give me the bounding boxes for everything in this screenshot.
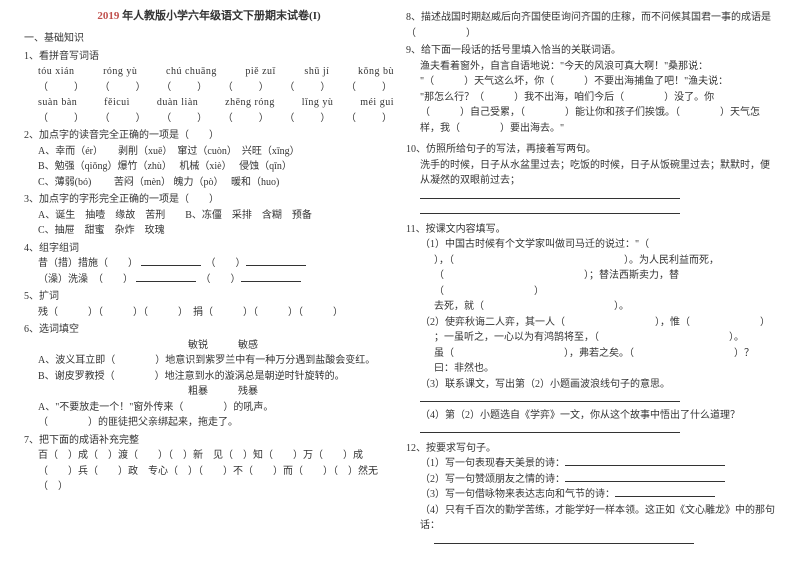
q10-l1: 洗手的时候，日子从水盆里过去；吃饭的时候，日子从饭碗里过去；默默时，便从凝然的双… xyxy=(406,158,776,189)
q10-blank2 xyxy=(406,204,776,220)
q12-c: （3）写一句借咏物来表达志向和气节的诗： xyxy=(406,487,776,503)
q6-d: （ ）的匪徒把父亲绑起来，拖走了。 xyxy=(24,415,394,431)
q11-stem: 11、按课文内容填写。 xyxy=(406,222,776,238)
right-column: 8、描述战国时期赵威后向齐国使臣询问齐国的庄稼，而不问候其国君一事的成语是（ ）… xyxy=(400,8,782,558)
q5-line1: 残（ ）（ ）（ ） 捐（ ）（ ）（ ） xyxy=(24,305,394,321)
q11-2d: 曰：非然也。 xyxy=(406,361,776,377)
q5-stem: 5、扩词 xyxy=(24,289,394,305)
q1-blank-row1: （ ）（ ）（ ）（ ）（ ）（ ） xyxy=(24,80,394,96)
q9-p4: （ ）自己受累，（ ）能让你和孩子们挨饿。（ ）天气怎样，我（ ）要出海去。" xyxy=(406,105,776,136)
q11-2c: 虽（ ），弗若之矣。（ ）？ xyxy=(406,346,776,362)
q3-line2: C、抽屉 甜蜜 杂炸 玫瑰 xyxy=(24,223,394,239)
q9-p3: "那怎么行？（ ）我不出海，咱们今后（ ）没了。你 xyxy=(406,90,776,106)
q1-pinyin-row2: suàn bàn fěicuì duàn liàn zhēng róng lǐn… xyxy=(24,95,394,111)
q1-pinyin-row1: tóu xián róng yù chú chuāng piě zuǐ shū … xyxy=(24,64,394,80)
q11-4-blank xyxy=(406,423,776,439)
left-column: 2019 年人教版小学六年级语文下册期末试卷(I) 一、基础知识 1、看拼音写词… xyxy=(18,8,400,558)
q6-b: B、谢皮罗教授（ ）地注意到水的漩涡总是朝逆时针旋转的。 xyxy=(24,369,394,385)
doc-title: 2019 年人教版小学六年级语文下册期末试卷(I) xyxy=(24,8,394,25)
q9-p2: "（ ）天气这么坏，你（ ）不要出海捕鱼了吧！"渔夫说： xyxy=(406,74,776,90)
q2-stem: 2、加点字的读音完全正确的一项是（ ） xyxy=(24,128,394,144)
q10-stem: 10、仿照所给句子的写法，再接着写两句。 xyxy=(406,142,776,158)
q6-a: A、波义耳立即（ ）地意识到紫罗兰中有一种万分遇到盐酸会变红。 xyxy=(24,353,394,369)
q1-blank-row2: （ ）（ ）（ ）（ ）（ ）（ ） xyxy=(24,111,394,127)
q11-3: （3）联系课文，写出第（2）小题画波浪线句子的意思。 xyxy=(406,377,776,393)
q9-p1: 渔夫看着窗外，自言自语地说："今天的风浪可真大啊！"桑那说： xyxy=(406,59,776,75)
q11-1a: （1）中国古时候有个文学家叫做司马迁的说过："（ xyxy=(406,237,776,253)
q8-stem: 8、描述战国时期赵威后向齐国使臣询问齐国的庄稼，而不问候其国君一事的成语是（ ） xyxy=(406,10,776,41)
q7-stem: 7、把下面的成语补充完整 xyxy=(24,433,394,449)
q11-2a: （2）使弈秋诲二人弈，其一人（ ），惟（ ） xyxy=(406,315,776,331)
q2-opt-b: B、勉强（qiǒng）爆竹（zhù） 机械（xiè） 侵蚀（qīn） xyxy=(24,159,394,175)
q12-stem: 12、按要求写句子。 xyxy=(406,441,776,457)
q11-2b: ；一虽听之，一心以为有鸿鹄将至，（ ）。 xyxy=(406,330,776,346)
blank-line xyxy=(141,256,201,266)
q6-pair2: 粗暴 残暴 xyxy=(24,384,394,400)
q6-c: A、"不要放走一个！"窗外传来（ ）的吼声。 xyxy=(24,400,394,416)
q4-stem: 4、组字组词 xyxy=(24,241,394,257)
q4-line2: （澡）洗澡 （ ） （ ） xyxy=(24,272,394,288)
q4-line1: 昔（措）措施（ ） （ ） xyxy=(24,256,394,272)
q12-a: （1）写一句表现春天美景的诗： xyxy=(406,456,776,472)
q7-line1: 百（ ）成（ ）渡（ ）（ ）新 见（ ）知（ ）万（ ）成 xyxy=(24,448,394,464)
q11-4: （4）第（2）小题选自《学弈》一文，你从这个故事中悟出了什么道理？ xyxy=(406,408,776,424)
q6-pair1: 敏锐 敏感 xyxy=(24,338,394,354)
q1-stem: 1、看拼音写词语 xyxy=(24,49,394,65)
q9-stem: 9、给下面一段话的括号里填入恰当的关联词语。 xyxy=(406,43,776,59)
q6-stem: 6、选词填空 xyxy=(24,322,394,338)
section-1-heading: 一、基础知识 xyxy=(24,31,394,47)
q2-opt-c: C、薄弱(bó) 苦闷（mèn） 魄力（pò） 暖和（huo) xyxy=(24,175,394,191)
q11-1b: ），（ ）。为人民利益而死，（ ）；替法西斯卖力，替（ ） xyxy=(406,253,776,300)
title-year: 2019 xyxy=(97,10,119,22)
q2-opt-a: A、幸而（ér） 剥削（xuē） 窜过（cuòn） 兴旺（xīng） xyxy=(24,144,394,160)
q3-stem: 3、加点字的字形完全正确的一项是（ ） xyxy=(24,192,394,208)
q11-3-blank xyxy=(406,392,776,408)
blank-line xyxy=(136,272,196,282)
q3-line1: A、诞生 抽噎 缘故 苦刑 B、冻僵 采排 含糊 预备 xyxy=(24,208,394,224)
title-rest: 年人教版小学六年级语文下册期末试卷(I) xyxy=(119,10,320,22)
q7-line2: （ ）兵（ ）政 专心（ ）（ ）不（ ）而（ ）（ ）然无（ ） xyxy=(24,464,394,495)
q12-d: （4）只有千百次的勤学苦练，才能学好一样本领。这正如《文心雕龙》中的那句话： xyxy=(406,503,776,534)
q12-b: （2）写一句赞颂朋友之情的诗： xyxy=(406,472,776,488)
q11-1c: 去死，就（ ）。 xyxy=(406,299,776,315)
q12-d-blank xyxy=(406,534,776,550)
q10-blank1 xyxy=(406,189,776,205)
